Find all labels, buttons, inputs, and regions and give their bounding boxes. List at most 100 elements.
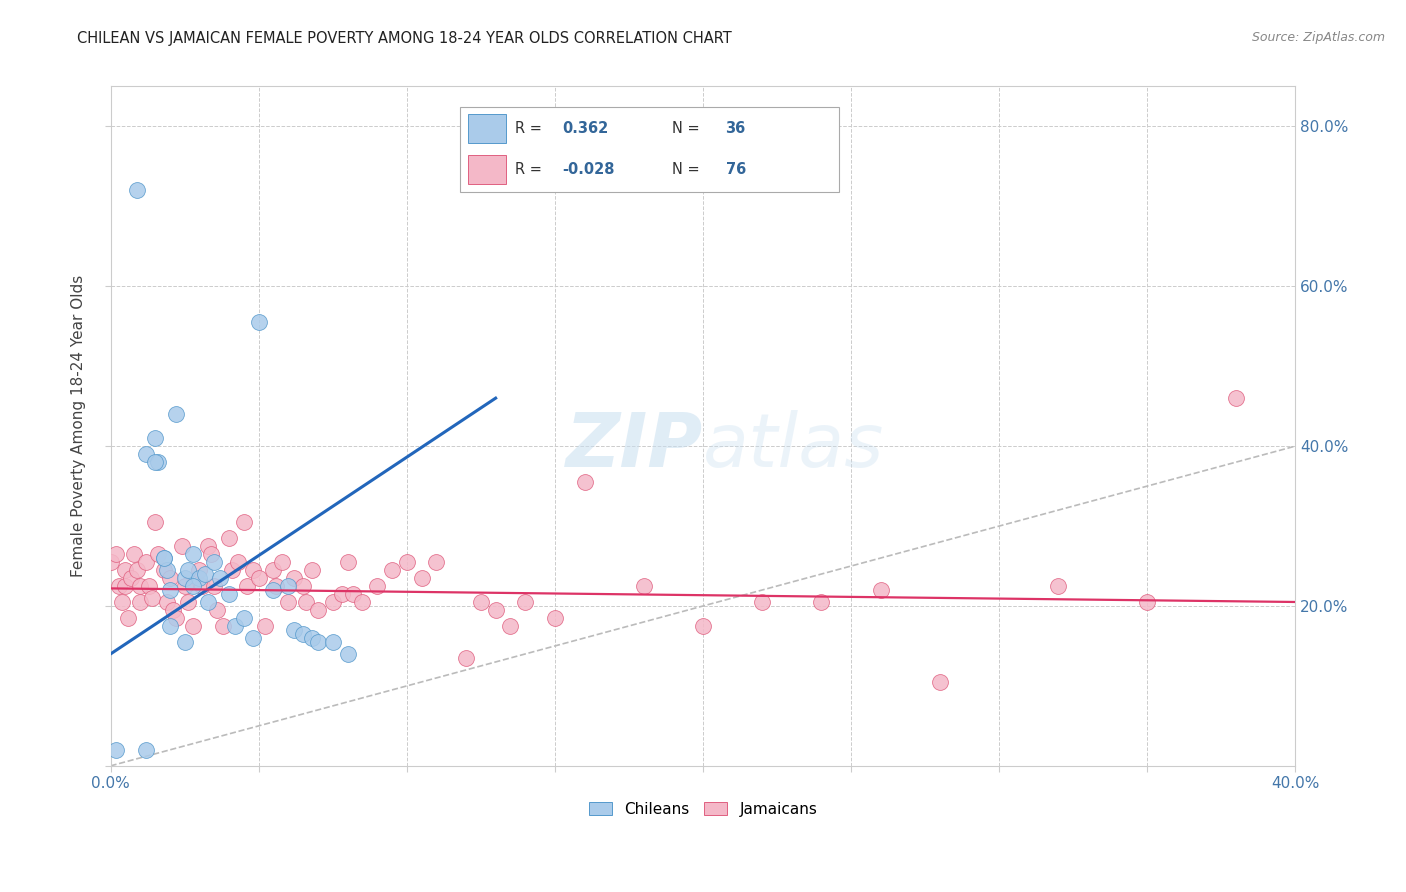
Point [143,431,166,445]
Point [342,587,364,601]
Point [117,611,139,625]
Point [176,595,198,609]
Point [499,619,522,633]
Point [336,555,359,569]
Point [153,563,176,577]
Point [173,579,195,593]
Point [127,183,149,197]
Point [114,579,136,593]
Point [232,611,254,625]
Text: atlas: atlas [703,410,884,483]
Point [100,555,122,569]
Text: Source: ZipAtlas.com: Source: ZipAtlas.com [1251,31,1385,45]
Point [470,595,492,609]
Point [197,595,219,609]
Point [218,587,240,601]
Point [277,595,299,609]
Point [221,563,243,577]
Point [200,547,222,561]
Point [205,603,228,617]
Point [292,579,315,593]
Point [173,635,195,649]
Point [869,582,891,597]
Point [574,475,596,489]
Point [183,579,205,593]
Point [515,595,537,609]
Point [165,611,187,625]
Point [425,555,447,569]
Point [322,635,344,649]
Point [633,579,655,593]
Text: CHILEAN VS JAMAICAN FEMALE POVERTY AMONG 18-24 YEAR OLDS CORRELATION CHART: CHILEAN VS JAMAICAN FEMALE POVERTY AMONG… [77,31,733,46]
Point [156,563,179,577]
Point [307,603,329,617]
Point [301,563,323,577]
Point [253,619,276,633]
Point [226,555,249,569]
Point [141,591,163,605]
Point [159,571,181,585]
Point [929,674,952,689]
Text: ZIP: ZIP [565,410,703,483]
Point [301,631,323,645]
Point [170,539,193,553]
Point [330,587,353,601]
Point [411,571,433,585]
Point [292,627,315,641]
Point [146,455,169,469]
Point [454,651,477,665]
Point [138,579,160,593]
Point [395,555,418,569]
Point [173,571,195,585]
Point [263,563,285,577]
Point [188,571,211,585]
Point [143,515,166,529]
Point [242,631,264,645]
Point [247,571,270,585]
Point [120,571,142,585]
Point [224,619,246,633]
Point [322,595,344,609]
Point [188,563,211,577]
Point [127,563,149,577]
Point [212,619,235,633]
Point [366,579,388,593]
Point [202,555,225,569]
Point [277,579,299,593]
Point [165,407,187,421]
Point [544,611,567,625]
Point [114,563,136,577]
Point [153,551,176,566]
Point [183,547,205,561]
Point [295,595,318,609]
Point [336,647,359,661]
Point [129,595,152,609]
Point [1136,595,1159,609]
Point [202,579,225,593]
Point [247,315,270,329]
Y-axis label: Female Poverty Among 18-24 Year Olds: Female Poverty Among 18-24 Year Olds [72,275,86,577]
Point [381,563,404,577]
Point [266,579,288,593]
Point [153,551,176,566]
Point [751,595,773,609]
Point [209,571,232,585]
Point [485,603,508,617]
Point [146,547,169,561]
Point [111,595,134,609]
Legend: Chileans, Jamaicans: Chileans, Jamaicans [582,796,824,822]
Point [307,635,329,649]
Point [105,743,128,757]
Point [236,579,259,593]
Point [129,579,152,593]
Point [1047,579,1070,593]
Point [135,447,157,461]
Point [122,547,145,561]
Point [283,623,305,637]
Point [283,571,305,585]
Point [232,515,254,529]
Point [143,455,166,469]
Point [692,619,714,633]
Point [159,619,181,633]
Point [194,567,217,582]
